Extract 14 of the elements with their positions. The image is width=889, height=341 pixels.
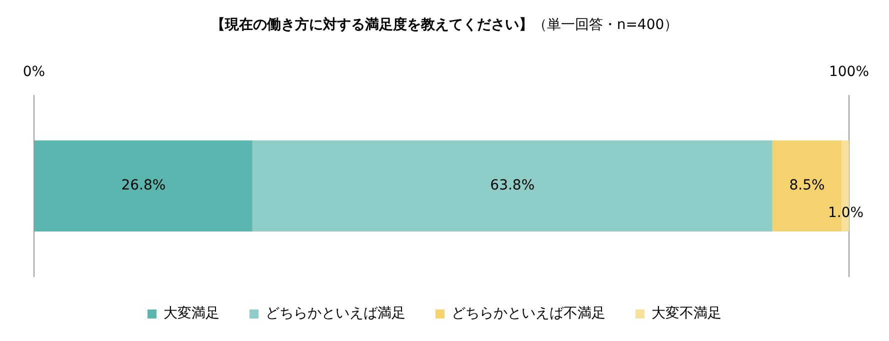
- chart-subtitle: （単一回答・n=400）: [532, 17, 678, 33]
- bar: [34, 140, 252, 232]
- data-label: 26.8%: [121, 178, 166, 194]
- bar: [252, 140, 772, 232]
- x-tick-label: 100%: [828, 64, 870, 80]
- data-label: 1.0%: [828, 204, 864, 221]
- data-label: 8.5%: [789, 178, 825, 194]
- x-tick-label: 0%: [22, 64, 46, 80]
- legend-label: どちらかといえば満足: [266, 306, 406, 322]
- legend-label: 大変不満足: [652, 306, 722, 322]
- chart-title: 【現在の働き方に対する満足度を教えてください】: [210, 17, 533, 33]
- data-label: 63.8%: [490, 178, 535, 194]
- legend-label: 大変満足: [164, 306, 220, 322]
- legend-label: どちらかといえば不満足: [452, 306, 606, 322]
